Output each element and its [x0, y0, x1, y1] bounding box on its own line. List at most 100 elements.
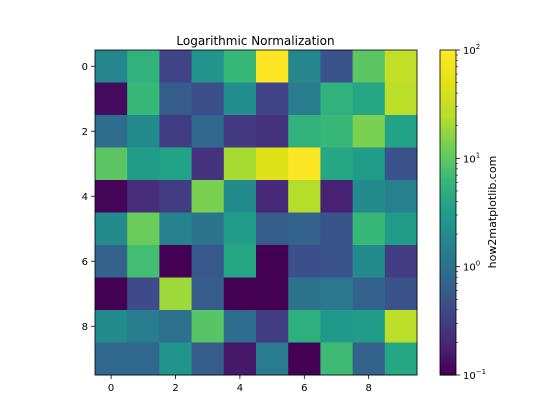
colorbar-segment	[440, 293, 456, 298]
colorbar-frame	[439, 49, 457, 376]
colorbar-segment	[440, 228, 456, 233]
colorbar-segment	[440, 261, 456, 266]
heatmap-cell	[191, 310, 225, 343]
colorbar-segment	[440, 121, 456, 126]
y-tick-label: 2	[82, 127, 88, 138]
colorbar-segment	[440, 56, 456, 61]
colorbar-segment	[440, 222, 456, 227]
colorbar-segment	[440, 280, 456, 285]
heatmap-cell	[384, 147, 418, 181]
heatmap-cell	[191, 212, 225, 246]
colorbar-segment	[440, 290, 456, 295]
heatmap-cell	[95, 50, 128, 83]
heatmap-cell	[127, 50, 160, 83]
heatmap-cell	[191, 277, 225, 311]
colorbar-segment	[440, 50, 456, 54]
y-tick-label: 4	[82, 192, 88, 203]
heatmap-cell	[384, 82, 418, 116]
colorbar-tick-label: 10−1	[463, 368, 486, 382]
heatmap-cell	[223, 277, 257, 311]
heatmap-cell	[127, 245, 160, 278]
heatmap-cell	[223, 342, 257, 376]
colorbar-segment	[440, 232, 456, 236]
heatmap-cell	[127, 115, 160, 148]
heatmap-cell	[256, 310, 289, 343]
heatmap-cell	[320, 147, 354, 181]
colorbar-segment	[440, 85, 456, 90]
plot-frame	[94, 49, 418, 376]
colorbar-segment	[440, 336, 456, 340]
colorbar-segment	[440, 147, 456, 152]
colorbar-segment	[440, 82, 456, 87]
colorbar-segment	[440, 69, 456, 74]
heatmap-cell	[159, 212, 193, 246]
heatmap-cell	[352, 342, 386, 376]
heatmap-cell	[223, 82, 257, 116]
colorbar-segment	[440, 72, 456, 77]
heatmap-cell	[320, 50, 354, 83]
colorbar-segment	[440, 300, 456, 305]
colorbar-segment	[440, 215, 456, 220]
heatmap-cell	[223, 245, 257, 278]
colorbar-segment	[440, 209, 456, 214]
colorbar-segment	[440, 313, 456, 318]
colorbar-segment	[440, 271, 456, 275]
colorbar-segment	[440, 118, 456, 123]
colorbar-segment	[440, 180, 456, 184]
colorbar-segment	[440, 251, 456, 256]
heatmap-cell	[320, 82, 354, 116]
colorbar-segment	[440, 245, 456, 249]
colorbar-segment	[440, 193, 456, 197]
heatmap-cell	[256, 180, 289, 213]
colorbar-segment	[440, 277, 456, 282]
heatmap-cell	[256, 115, 289, 148]
colorbar-segment	[440, 202, 456, 207]
heatmap-cell	[256, 212, 289, 246]
colorbar-segment	[440, 115, 456, 119]
colorbar-segment	[440, 358, 456, 363]
x-tick-label: 4	[237, 383, 243, 394]
colorbar-segment	[440, 287, 456, 292]
colorbar-segment	[440, 326, 456, 331]
heatmap-cell	[256, 147, 289, 181]
colorbar-segment	[440, 241, 456, 246]
heatmap-cell	[191, 147, 225, 181]
heatmap-cell	[127, 82, 160, 116]
colorbar-segment	[440, 329, 456, 334]
colorbar-segment	[440, 89, 456, 93]
heatmap-cell	[159, 245, 193, 278]
heatmap-cell	[95, 212, 128, 246]
heatmap-cell	[95, 115, 128, 148]
colorbar-segment	[440, 189, 456, 194]
heatmap-cell	[191, 50, 225, 83]
colorbar-segment	[440, 310, 456, 314]
heatmap-cell	[288, 212, 321, 246]
colorbar-segment	[440, 137, 456, 142]
heatmap-cell	[95, 277, 128, 311]
colorbar-segment	[440, 238, 456, 243]
heatmap-cell	[127, 180, 160, 213]
colorbar-segment	[440, 144, 456, 149]
colorbar-segment	[440, 176, 456, 181]
colorbar-segment	[440, 141, 456, 145]
colorbar-segment	[440, 339, 456, 344]
colorbar-segment	[440, 319, 456, 324]
heatmap-cell	[159, 180, 193, 213]
x-tick-label: 6	[301, 383, 307, 394]
colorbar-segment	[440, 154, 456, 158]
colorbar-segment	[440, 131, 456, 136]
colorbar-segment	[440, 173, 456, 178]
colorbar-segment	[440, 264, 456, 269]
heatmap-cell	[159, 277, 193, 311]
heatmap-cell	[159, 147, 193, 181]
heatmap-cell	[288, 310, 321, 343]
colorbar-segment	[440, 76, 456, 80]
x-tick-label: 2	[172, 383, 178, 394]
colorbar-segment	[440, 219, 456, 223]
heatmap	[95, 50, 418, 376]
y-tick-label: 0	[82, 62, 88, 73]
colorbar-segment	[440, 352, 456, 357]
heatmap-cell	[384, 212, 418, 246]
heatmap-cell	[352, 277, 386, 311]
